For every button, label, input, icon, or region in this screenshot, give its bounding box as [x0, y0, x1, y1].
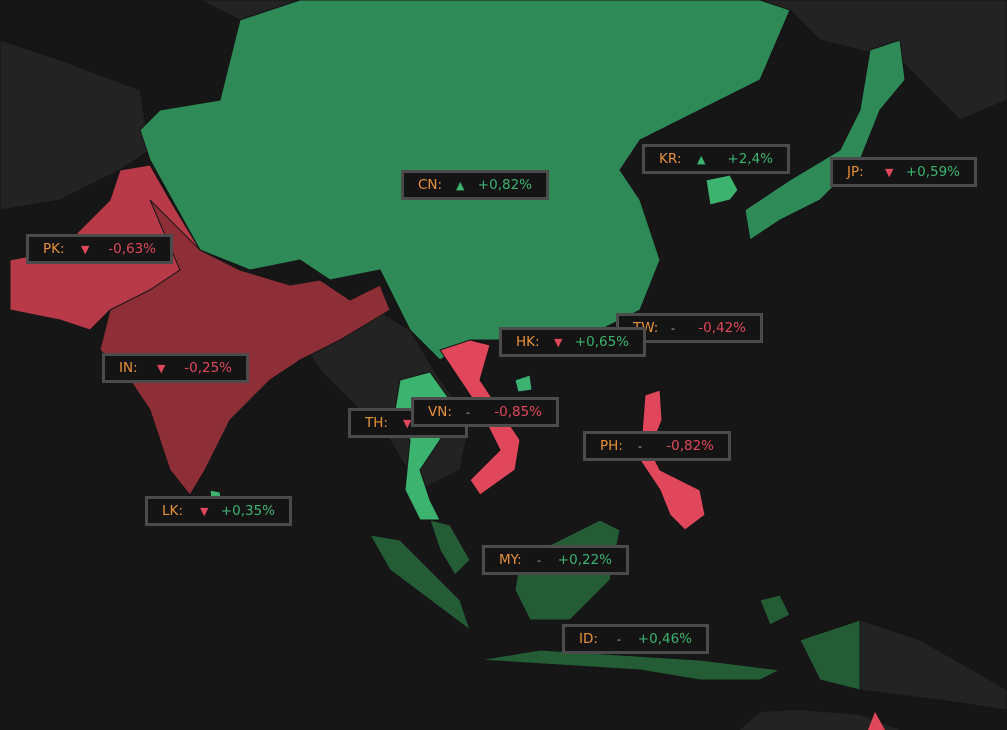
- country-code: ID:: [579, 631, 598, 647]
- change-value: -0,25%: [184, 360, 232, 376]
- change-value: +0,35%: [220, 503, 275, 519]
- trend-flat-icon: -: [671, 321, 675, 335]
- country-jp: [744, 39, 906, 241]
- country-my-peninsula: [429, 519, 471, 576]
- country-code: KR:: [659, 151, 682, 167]
- change-value: +0,82%: [477, 177, 532, 193]
- change-value: +0,22%: [557, 552, 612, 568]
- market-label-vn[interactable]: VN: - -0,85%: [411, 397, 559, 427]
- country-in: [99, 199, 391, 496]
- country-code: TH:: [365, 415, 388, 431]
- trend-down-icon: ▼: [157, 361, 166, 375]
- region-central-asia: [0, 39, 151, 211]
- country-code: HK:: [516, 334, 540, 350]
- country-timor: [868, 712, 885, 730]
- country-code: JP:: [847, 164, 864, 180]
- trend-flat-icon: -: [617, 632, 621, 646]
- change-value: -0,85%: [494, 404, 542, 420]
- change-value: -0,42%: [698, 320, 746, 336]
- trend-down-icon: ▼: [403, 416, 412, 430]
- region-papua: [859, 619, 1007, 711]
- region-australia-edge: [740, 710, 900, 730]
- trend-down-icon: ▼: [200, 504, 209, 518]
- country-code: MY:: [499, 552, 522, 568]
- country-code: CN:: [418, 177, 443, 193]
- change-value: -0,82%: [666, 438, 714, 454]
- country-kr: [705, 174, 739, 206]
- trend-down-icon: ▼: [885, 165, 894, 179]
- market-label-pk[interactable]: PK: ▼ -0,63%: [26, 234, 173, 264]
- change-value: +0,46%: [637, 631, 692, 647]
- market-label-jp[interactable]: JP: ▼ +0,59%: [830, 157, 977, 187]
- country-code: LK:: [162, 503, 183, 519]
- country-code: PH:: [600, 438, 623, 454]
- country-code: PK:: [43, 241, 65, 257]
- trend-flat-icon: -: [466, 405, 470, 419]
- market-label-hk[interactable]: HK: ▼ +0,65%: [499, 327, 646, 357]
- change-value: +2,4%: [727, 151, 773, 167]
- trend-down-icon: ▼: [554, 335, 563, 349]
- country-tw-hainan: [514, 374, 533, 393]
- market-label-id[interactable]: ID: - +0,46%: [562, 624, 709, 654]
- country-ph: [639, 389, 706, 531]
- market-label-ph[interactable]: PH: - -0,82%: [583, 431, 731, 461]
- trend-down-icon: ▼: [81, 242, 90, 256]
- trend-up-icon: ▲: [456, 178, 465, 192]
- country-code: IN:: [119, 360, 138, 376]
- change-value: -0,63%: [108, 241, 156, 257]
- market-label-my[interactable]: MY: - +0,22%: [482, 545, 629, 575]
- country-code: VN:: [428, 404, 452, 420]
- market-label-in[interactable]: IN: ▼ -0,25%: [102, 353, 249, 383]
- market-label-lk[interactable]: LK: ▼ +0,35%: [145, 496, 292, 526]
- change-value: +0,65%: [574, 334, 629, 350]
- trend-flat-icon: -: [638, 439, 642, 453]
- change-value: +0,59%: [905, 164, 960, 180]
- market-label-cn[interactable]: CN: ▲ +0,82%: [401, 170, 549, 200]
- market-label-kr[interactable]: KR: ▲ +2,4%: [642, 144, 790, 174]
- trend-flat-icon: -: [537, 553, 541, 567]
- trend-up-icon: ▲: [697, 152, 706, 166]
